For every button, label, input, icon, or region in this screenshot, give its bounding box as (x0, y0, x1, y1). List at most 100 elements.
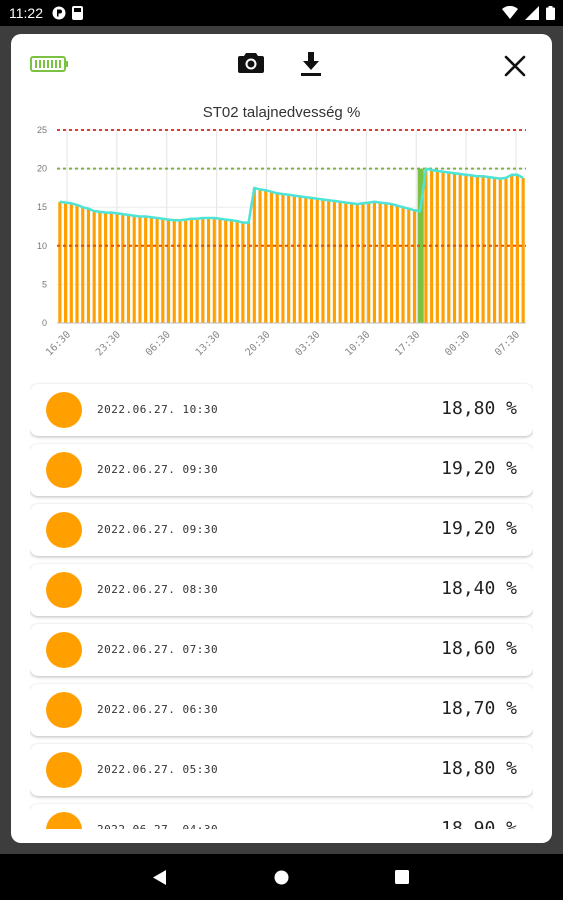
reading-card[interactable]: 2022.06.27. 06:30 18,70 % (30, 684, 533, 736)
bar (372, 201, 377, 323)
bar (332, 201, 336, 323)
bar (104, 212, 108, 323)
bar (189, 218, 193, 323)
bar (464, 174, 468, 323)
bar (407, 208, 411, 323)
battery-status-icon (546, 6, 555, 20)
bar (395, 205, 399, 323)
y-tick-label: 15 (37, 202, 47, 212)
status-time: 11:22 (9, 5, 43, 21)
bar (195, 218, 199, 323)
bar (58, 201, 62, 323)
reading-card[interactable]: 2022.06.27. 10:30 18,80 % (30, 384, 533, 436)
bar (86, 208, 91, 323)
bar (184, 219, 188, 323)
notification-file-icon (72, 6, 83, 20)
bar (166, 219, 171, 323)
bar (504, 177, 508, 323)
reading-date: 2022.06.27. 09:30 (97, 523, 219, 536)
reading-status-dot (46, 572, 82, 608)
bar (109, 212, 113, 323)
bar (309, 197, 314, 323)
bar (269, 191, 274, 323)
reading-card[interactable]: 2022.06.27. 09:30 19,20 % (30, 504, 533, 556)
bar (132, 215, 136, 323)
history-dialog: ST02 talajnedvesség % 0 5 10 15 20 25 16:30 23:… (11, 34, 552, 843)
y-tick-label: 20 (37, 164, 47, 174)
bar (515, 174, 519, 323)
signal-icon (525, 6, 539, 20)
reading-date: 2022.06.27. 04:30 (97, 823, 218, 829)
bar (487, 177, 491, 323)
moisture-chart: 0 5 10 15 20 25 16:30 23:30 06:30 13:30 20:30 03:30… (37, 125, 526, 358)
home-icon[interactable] (274, 870, 289, 885)
bar (247, 222, 251, 323)
reading-status-dot (46, 752, 82, 788)
readings-list[interactable]: 2022.06.27. 10:30 18,80 % 2022.06.27. 09:3… (30, 382, 533, 829)
reading-card[interactable]: 2022.06.27. 07:30 18,60 % (30, 624, 533, 676)
bar (344, 202, 348, 323)
bar (510, 174, 514, 323)
reading-value: 18,60 % (441, 638, 517, 659)
bar (81, 207, 85, 323)
reading-card[interactable]: 2022.06.27. 04:30 18,90 % (30, 804, 533, 829)
bar (390, 204, 394, 323)
x-tick-label: 07:30 (493, 329, 522, 358)
reading-value: 18,80 % (441, 758, 517, 779)
series-line (59, 167, 524, 224)
reading-status-dot (46, 392, 82, 428)
reading-status-dot (46, 632, 82, 668)
reading-card[interactable]: 2022.06.27. 08:30 18,40 % (30, 564, 533, 616)
reading-card[interactable]: 2022.06.27. 09:30 19,20 % (30, 444, 533, 496)
bar (172, 220, 176, 323)
selected-bar (417, 168, 424, 323)
bar (292, 195, 296, 323)
reading-value: 19,20 % (441, 518, 517, 539)
download-icon[interactable] (299, 51, 323, 77)
navigation-bar (0, 854, 563, 900)
reading-date: 2022.06.27. 06:30 (97, 703, 219, 716)
bar (92, 211, 96, 323)
notification-app-icon (52, 6, 66, 20)
x-tick-label: 06:30 (144, 329, 173, 358)
bar (64, 202, 68, 323)
bar (264, 190, 268, 323)
bar (321, 199, 325, 323)
bar (75, 204, 79, 323)
bar (155, 218, 159, 323)
x-tick-label: 03:30 (293, 329, 322, 358)
reading-value: 19,20 % (441, 458, 517, 479)
wifi-icon (502, 6, 518, 19)
reading-value: 18,70 % (441, 698, 517, 719)
bar (327, 200, 331, 323)
bar (115, 213, 119, 323)
reading-status-dot (46, 452, 82, 488)
reading-card[interactable]: 2022.06.27. 05:30 18,80 % (30, 744, 533, 796)
bar (69, 203, 73, 323)
bar (144, 216, 148, 323)
bar (149, 217, 153, 323)
bar (178, 220, 182, 323)
bar (355, 204, 359, 323)
bar (481, 176, 485, 323)
bar (412, 210, 417, 323)
recents-icon[interactable] (395, 870, 409, 884)
close-icon[interactable] (503, 54, 527, 78)
bar (298, 196, 302, 323)
camera-icon[interactable] (237, 51, 265, 75)
bar (492, 177, 497, 323)
bar (315, 198, 319, 323)
x-tick-label: 17:30 (393, 329, 422, 358)
bar (384, 203, 388, 323)
bar (441, 171, 445, 323)
back-icon[interactable] (153, 870, 167, 885)
reading-status-dot (46, 812, 82, 829)
bar (161, 218, 165, 323)
bar (458, 174, 462, 323)
bar (475, 176, 479, 323)
bar (138, 216, 142, 323)
bar (224, 219, 228, 323)
reading-status-dot (46, 692, 82, 728)
bar (252, 187, 256, 323)
bar (452, 173, 457, 323)
